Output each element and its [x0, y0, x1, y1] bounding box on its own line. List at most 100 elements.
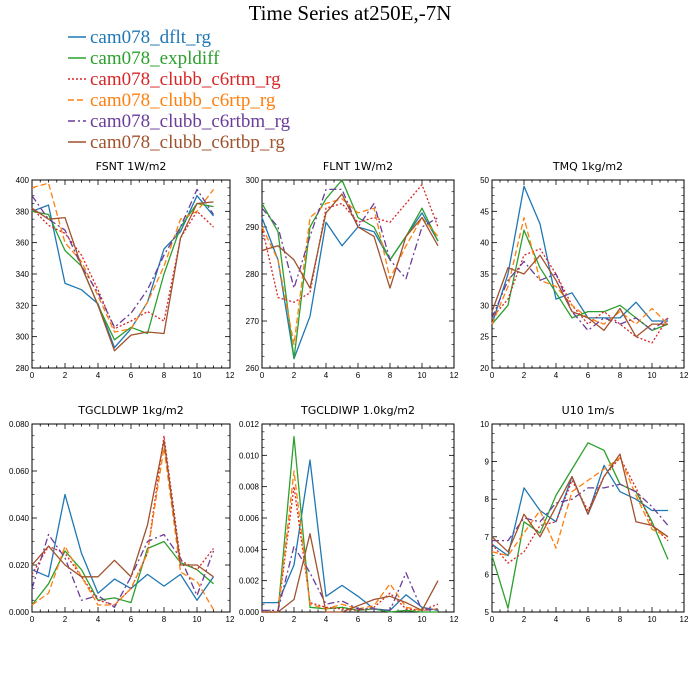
x-tick-label: 10 — [418, 371, 427, 380]
series-line-4 — [31, 446, 215, 610]
panel-title: FSNT 1W/m2 — [96, 160, 167, 173]
plot-frame — [31, 423, 231, 613]
legend-label: cam078_dflt_rg — [90, 27, 212, 48]
y-tick-label: 0.000 — [239, 608, 260, 617]
series-line-1 — [491, 185, 668, 325]
series-line-1 — [491, 464, 668, 557]
x-tick-label: 2 — [522, 371, 527, 380]
series-line-6 — [262, 533, 439, 613]
series-line-2 — [31, 202, 214, 341]
series-line-6 — [491, 453, 669, 553]
series-line-5 — [31, 533, 215, 608]
series-line-3 — [261, 184, 439, 303]
y-tick-label: 0.000 — [9, 608, 30, 617]
y-tick-label: 6 — [485, 570, 490, 579]
series-line-5 — [492, 483, 669, 542]
y-tick-label: 280 — [16, 364, 30, 373]
y-tick-label: 0.010 — [239, 451, 260, 460]
x-tick-label: 0 — [260, 371, 265, 380]
series-line-4 — [31, 182, 215, 333]
legend: cam078_dflt_rgcam078_expldiffcam078_club… — [68, 27, 291, 153]
x-tick-label: 8 — [618, 615, 623, 624]
y-tick-label: 320 — [16, 301, 30, 310]
y-tick-label: 380 — [16, 207, 30, 216]
x-tick-label: 0 — [30, 615, 35, 624]
y-tick-label: 280 — [246, 270, 260, 279]
x-tick-label: 8 — [388, 371, 393, 380]
x-tick-label: 0 — [260, 615, 265, 624]
series-line-6 — [261, 193, 439, 289]
panel-title: U10 1m/s — [562, 404, 615, 417]
x-tick-label: 4 — [324, 371, 329, 380]
series-line-4 — [491, 216, 669, 325]
plot-frame — [31, 179, 231, 369]
y-tick-label: 260 — [246, 364, 260, 373]
y-tick-label: 0.006 — [239, 514, 260, 523]
x-tick-label: 8 — [162, 371, 167, 380]
x-tick-label: 12 — [226, 371, 235, 380]
x-tick-label: 4 — [96, 615, 101, 624]
x-tick-label: 10 — [418, 615, 427, 624]
y-tick-label: 270 — [246, 317, 260, 326]
series-line-6 — [491, 254, 668, 338]
series-line-3 — [262, 486, 439, 613]
x-tick-label: 0 — [490, 615, 495, 624]
y-tick-label: 400 — [16, 176, 30, 185]
series-line-2 — [31, 540, 214, 606]
x-tick-label: 6 — [586, 615, 591, 624]
x-tick-label: 12 — [680, 615, 689, 624]
plot-frame — [261, 423, 455, 613]
panel-3: TMQ 1kg/m2 0 2 4 6 8 10 12 20 25 30 35 40 45 50 — [480, 160, 689, 380]
y-tick-label: 360 — [16, 239, 30, 248]
panels: FSNT 1W/m20 2 4 6 8 10 12280300320340360380400… — [9, 160, 689, 624]
y-tick-label: 0.002 — [239, 577, 260, 586]
panel-title: FLNT 1W/m2 — [323, 160, 393, 173]
y-tick-label: 35 — [480, 270, 489, 279]
y-tick-label: 10 — [480, 420, 489, 429]
x-tick-label: 8 — [618, 371, 623, 380]
x-tick-label: 8 — [162, 615, 167, 624]
x-tick-label: 2 — [292, 615, 297, 624]
x-tick-label: 2 — [292, 371, 297, 380]
x-tick-label: 6 — [129, 615, 134, 624]
y-tick-label: 45 — [480, 207, 489, 216]
x-tick-label: 10 — [193, 615, 202, 624]
legend-label: cam078_expldiff — [90, 48, 220, 69]
x-tick-label: 0 — [490, 371, 495, 380]
series-line-1 — [31, 493, 215, 601]
x-tick-label: 6 — [129, 371, 134, 380]
y-tick-label: 0.080 — [9, 420, 30, 429]
series-line-2 — [261, 179, 439, 360]
x-tick-label: 10 — [648, 615, 657, 624]
x-tick-label: 2 — [522, 615, 527, 624]
y-tick-label: 300 — [16, 333, 30, 342]
y-tick-label: 0.020 — [9, 561, 30, 570]
series-line-4 — [491, 457, 669, 557]
panel-5: TGCLDIWP 1.0kg/m2 0 2 4 6 8 10 12 0.000 0.002 0.00… — [239, 404, 459, 624]
y-tick-label: 20 — [480, 364, 489, 373]
x-tick-label: 12 — [226, 615, 235, 624]
y-tick-label: 40 — [480, 239, 489, 248]
panel-2: FLNT 1W/m2 0 2 4 6 8 10 12 260 270 280 290 300 — [246, 160, 459, 380]
x-tick-label: 6 — [586, 371, 591, 380]
x-tick-label: 8 — [388, 615, 393, 624]
x-tick-label: 6 — [356, 371, 361, 380]
y-tick-label: 0.012 — [239, 420, 260, 429]
series-line-1 — [261, 212, 439, 360]
y-tick-label: 0.040 — [9, 514, 30, 523]
y-tick-label: 7 — [485, 533, 490, 542]
x-tick-label: 2 — [63, 615, 68, 624]
series-line-4 — [262, 470, 439, 613]
x-tick-label: 12 — [450, 615, 459, 624]
plot-frame — [491, 179, 685, 369]
legend-label: cam078_clubb_c6rtm_rg — [90, 69, 281, 90]
y-tick-label: 290 — [246, 223, 260, 232]
y-tick-label: 0.060 — [9, 467, 30, 476]
y-tick-label: 0.008 — [239, 483, 260, 492]
x-tick-label: 4 — [96, 371, 101, 380]
x-tick-label: 12 — [450, 371, 459, 380]
series-line-1 — [31, 195, 215, 349]
x-tick-label: 6 — [356, 615, 361, 624]
x-tick-label: 4 — [554, 615, 559, 624]
